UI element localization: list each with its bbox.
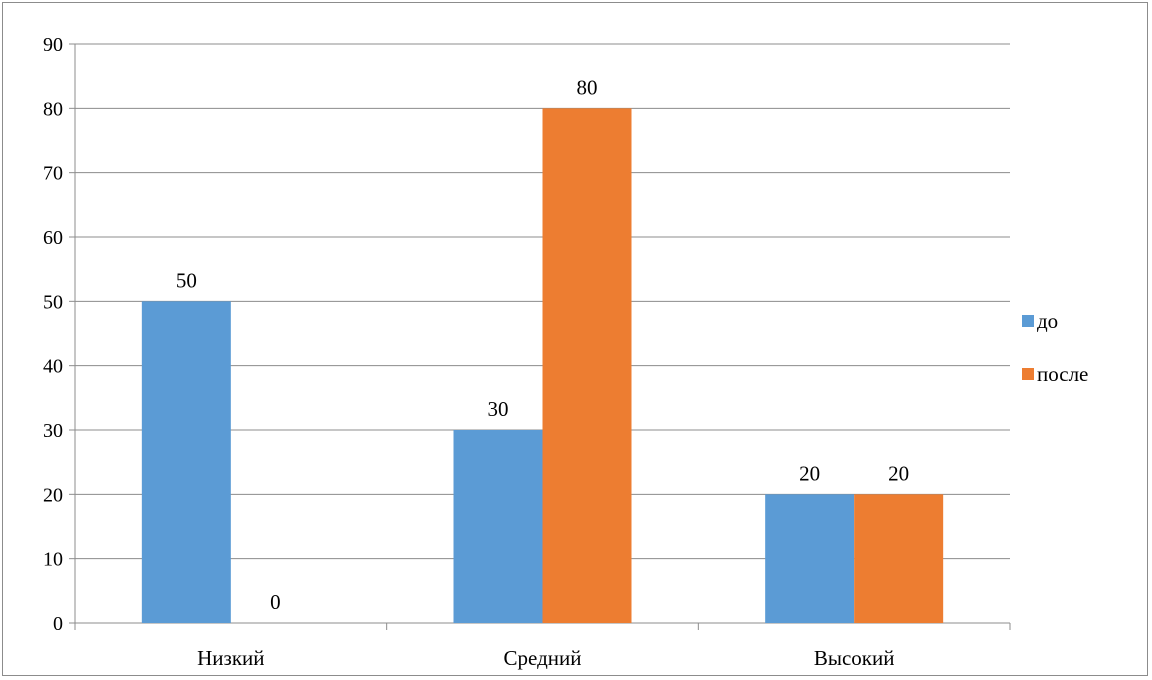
y-tick-label: 90 <box>43 34 63 56</box>
data-label: 30 <box>488 397 509 421</box>
y-tick-label: 60 <box>43 227 63 249</box>
legend-swatch <box>1022 368 1034 380</box>
y-tick-label: 30 <box>43 420 63 442</box>
y-tick-label: 40 <box>43 356 63 378</box>
legend: до после <box>1022 309 1088 386</box>
x-tick-label: Высокий <box>814 646 895 670</box>
data-label: 80 <box>577 75 598 99</box>
bar-posle-3 <box>854 494 944 623</box>
bar-do-2 <box>453 430 543 623</box>
bars <box>141 108 944 624</box>
y-tick-label: 0 <box>53 613 63 635</box>
data-label: 20 <box>799 461 820 485</box>
data-label: 20 <box>888 461 909 485</box>
y-tick-label: 20 <box>43 484 63 506</box>
y-tick-label: 80 <box>43 98 63 120</box>
legend-label: до <box>1037 309 1058 333</box>
legend-swatch <box>1022 315 1034 327</box>
axes: 0 10 20 30 40 50 60 70 80 90 Низкий Средний Высокий <box>43 34 1011 670</box>
legend-label: после <box>1037 362 1088 386</box>
x-tick-label: Низкий <box>197 646 264 670</box>
data-labels: 50 0 30 80 20 20 <box>176 75 909 614</box>
y-tick-label: 50 <box>43 291 63 313</box>
x-tick-label: Средний <box>504 646 582 670</box>
bar-do-3 <box>765 494 855 623</box>
y-tick-label: 10 <box>43 549 63 571</box>
bar-posle-2 <box>542 108 632 624</box>
bar-do-1 <box>141 301 231 623</box>
y-tick-label: 70 <box>43 163 63 185</box>
data-label: 50 <box>176 268 197 292</box>
data-label: 0 <box>270 590 281 614</box>
